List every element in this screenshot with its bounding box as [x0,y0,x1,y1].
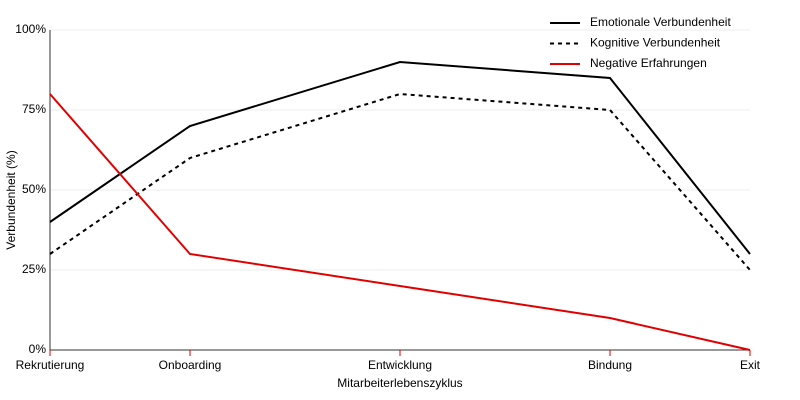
legend-label: Negative Erfahrungen [590,56,707,70]
y-tick-label: 100% [15,22,46,36]
legend-label: Emotionale Verbundenheit [590,15,731,29]
x-tick-label: Exit [740,358,761,372]
x-axis-label: Mitarbeiterlebenszyklus [337,376,462,390]
y-tick-label: 75% [22,102,46,116]
series-line [49,92,751,271]
x-tick-label: Onboarding [159,358,222,372]
y-tick-label: 50% [22,182,46,196]
x-tick-label: Bindung [588,358,632,372]
y-axis-label: Verbundenheit (%) [4,150,18,249]
x-tick-label: Rekrutierung [16,358,85,372]
legend-label: Kognitive Verbundenheit [590,36,721,50]
y-tick-label: 0% [29,342,47,356]
y-tick-label: 25% [22,262,46,276]
x-tick-label: Entwicklung [368,358,432,372]
series-line [49,93,751,351]
series-line [49,60,751,255]
